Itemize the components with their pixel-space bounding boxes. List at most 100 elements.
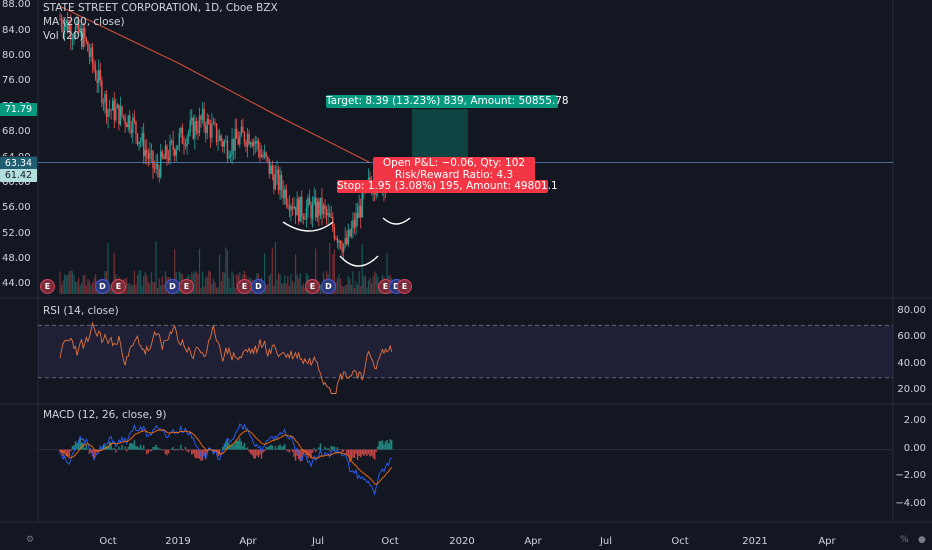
macd-histogram-bar (102, 444, 105, 450)
candle-body (93, 63, 95, 70)
macd-histogram-bar (225, 441, 227, 450)
volume-bar (153, 282, 156, 294)
risk-reward-label: Risk/Reward Ratio: 4.3 (394, 169, 514, 181)
rsi-axis-label: 40.00 (897, 357, 926, 369)
candle-body (91, 47, 94, 64)
volume-bar (264, 253, 266, 294)
time-axis-label: Oct (671, 536, 689, 547)
log-toggle-icon[interactable]: ● (918, 535, 926, 545)
macd-histogram-bar (349, 449, 351, 463)
macd-histogram-bar (143, 445, 145, 450)
earnings-marker[interactable]: E (305, 279, 320, 294)
volume-bar (146, 274, 148, 294)
candle-body (183, 143, 185, 145)
volume-bar (163, 284, 165, 294)
earnings-marker[interactable]: E (397, 279, 412, 294)
candle-body (214, 122, 216, 124)
rsi-title[interactable]: RSI (14, close) (43, 305, 119, 317)
candle-body (125, 123, 128, 128)
macd-histogram-bar (391, 440, 393, 450)
candle-body (358, 205, 360, 218)
candle-body (253, 141, 255, 147)
volume-bar (198, 248, 201, 294)
target-label[interactable]: Target: 8.39 (13.23%) 839, Amount: 50855… (326, 95, 569, 108)
candle-body (133, 117, 136, 122)
volume-bar (71, 271, 73, 294)
right-shoulder-arc (382, 217, 411, 225)
macd-histogram-bar (129, 443, 131, 450)
volume-bar (276, 279, 278, 294)
vol-legend[interactable]: Vol (20) (43, 30, 84, 42)
macd-histogram-bar (146, 449, 148, 455)
volume-bar (150, 272, 153, 294)
candle-body (315, 197, 317, 218)
macd-histogram-bar (63, 449, 66, 453)
candle-body (254, 141, 256, 144)
candle-body (178, 133, 181, 146)
volume-bar (364, 275, 366, 294)
earnings-marker[interactable]: E (40, 279, 55, 294)
volume-bar (126, 278, 128, 294)
candle-body (270, 165, 272, 174)
volume-bar (70, 270, 72, 294)
macd-histogram-bar (319, 443, 322, 450)
candle-body (232, 138, 235, 151)
earnings-marker[interactable]: E (237, 279, 252, 294)
candle-body (329, 213, 331, 218)
candle-body (195, 121, 198, 132)
stop-label[interactable]: Stop: 1.95 (3.08%) 195, Amount: 49801.1 (337, 180, 558, 193)
candle-body (220, 135, 222, 142)
macd-histogram-bar (332, 446, 334, 450)
macd-histogram-bar (138, 447, 140, 450)
macd-histogram-bar (276, 448, 278, 450)
macd-histogram-bar (186, 449, 188, 452)
volume-bar (234, 287, 236, 294)
volume-bar (350, 284, 352, 294)
macd-histogram-bar (184, 446, 187, 450)
volume-bar (152, 281, 154, 294)
dividend-marker[interactable]: D (321, 279, 336, 294)
dividend-marker[interactable]: D (95, 279, 110, 294)
macd-histogram-bar (104, 445, 106, 450)
candle-body (164, 145, 167, 159)
dividend-marker[interactable]: D (165, 279, 180, 294)
candle-body (105, 94, 108, 118)
macd-histogram-bar (232, 444, 235, 450)
macd-histogram-bar (178, 448, 181, 450)
macd-histogram-bar (197, 449, 199, 459)
macd-histogram-bar (251, 449, 253, 456)
symbol-legend[interactable]: STATE STREET CORPORATION, 1D, Cboe BZX (43, 2, 278, 14)
earnings-marker[interactable]: E (111, 279, 126, 294)
volume-bar (233, 274, 235, 294)
macd-histogram-bar (246, 447, 249, 450)
macd-histogram-bar (327, 448, 329, 450)
candle-body (349, 229, 351, 237)
candle-body (338, 240, 340, 243)
volume-bar (222, 271, 224, 294)
macd-histogram-bar (218, 449, 221, 456)
macd-histogram-bar (222, 446, 224, 450)
candle-body (187, 131, 190, 137)
macd-histogram-bar (350, 449, 353, 460)
volume-bar (161, 276, 163, 294)
macd-histogram-bar (156, 447, 159, 450)
settings-gear-icon[interactable]: ⚙ (26, 535, 35, 545)
macd-histogram-bar (316, 448, 318, 450)
earnings-marker[interactable]: E (179, 279, 194, 294)
macd-histogram-bar (377, 446, 379, 450)
volume-bar (107, 243, 109, 294)
macd-histogram-bar (342, 449, 345, 452)
volume-bar (130, 285, 132, 294)
volume-bar (339, 278, 342, 294)
macd-histogram-bar (363, 449, 365, 456)
macd-title[interactable]: MACD (12, 26, close, 9) (43, 409, 167, 421)
macd-histogram-bar (110, 442, 112, 450)
macd-histogram-bar (212, 449, 215, 454)
ma-legend[interactable]: MA (200, close) (43, 16, 125, 28)
volume-bar (372, 276, 374, 294)
scale-toggle-icon[interactable]: % (900, 535, 909, 545)
candle-body (124, 116, 126, 124)
candle-body (277, 169, 280, 191)
dividend-marker[interactable]: D (251, 279, 266, 294)
